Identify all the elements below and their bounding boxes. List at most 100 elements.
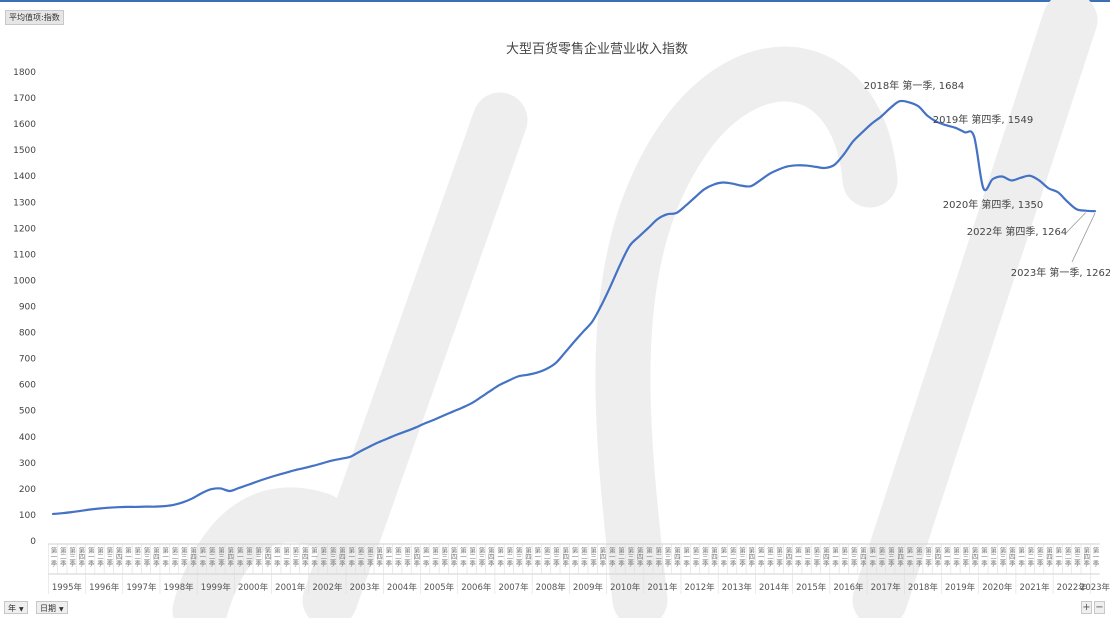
x-year-label: 2017年 <box>871 582 902 593</box>
x-tick-label: 第四季 <box>672 546 680 568</box>
x-tick-label: 第一季 <box>421 546 429 568</box>
x-year-label: 2019年 <box>945 582 976 593</box>
x-tick-label: 第四季 <box>337 546 345 568</box>
x-year-label: 2013年 <box>722 582 753 593</box>
collapse-field-button[interactable]: − <box>1094 601 1105 614</box>
x-year-label: 1996年 <box>89 582 120 593</box>
x-tick-label: 第四季 <box>300 546 308 568</box>
x-tick-label: 第一季 <box>756 546 764 568</box>
x-tick-label: 第三季 <box>1072 546 1080 568</box>
x-tick-label: 第三季 <box>179 546 187 568</box>
x-tick-label: 第三季 <box>886 546 894 568</box>
x-tick-label: 第四季 <box>1044 546 1052 568</box>
x-tick-label: 第三季 <box>216 546 224 568</box>
x-tick-label: 第三季 <box>849 546 857 568</box>
y-tick-label: 700 <box>19 355 36 365</box>
x-year-label: 2011年 <box>647 582 678 593</box>
x-tick-label: 第二季 <box>356 546 364 568</box>
x-tick-label: 第四季 <box>226 546 234 568</box>
x-tick-label: 第一季 <box>310 546 318 568</box>
x-tick-label: 第一季 <box>607 546 615 568</box>
x-tick-label: 第三季 <box>626 546 634 568</box>
x-tick-label: 第一季 <box>793 546 801 568</box>
x-tick-label: 第三季 <box>551 546 559 568</box>
x-year-label: 2012年 <box>685 582 716 593</box>
x-tick-label: 第一季 <box>384 546 392 568</box>
x-tick-label: 第四季 <box>375 546 383 568</box>
x-tick-label: 第一季 <box>533 546 541 568</box>
y-tick-label: 1600 <box>13 120 36 130</box>
x-tick-label: 第一季 <box>942 546 950 568</box>
x-year-label: 2002年 <box>312 582 343 593</box>
x-tick-label: 第一季 <box>831 546 839 568</box>
y-tick-label: 1200 <box>13 224 36 234</box>
x-tick-label: 第四季 <box>151 546 159 568</box>
y-tick-label: 900 <box>19 303 36 313</box>
x-tick-label: 第四季 <box>523 546 531 568</box>
x-tick-label: 第四季 <box>114 546 122 568</box>
x-tick-label: 第二季 <box>282 546 290 568</box>
x-tick-label: 第三季 <box>998 546 1006 568</box>
x-tick-label: 第四季 <box>784 546 792 568</box>
x-tick-label: 第四季 <box>77 546 85 568</box>
year-field-label: 年 <box>8 604 16 613</box>
x-tick-label: 第二季 <box>393 546 401 568</box>
value-field-button[interactable]: 平均值项:指数 <box>5 10 64 25</box>
x-tick-label: 第一季 <box>86 546 94 568</box>
x-tick-label: 第二季 <box>914 546 922 568</box>
x-tick-label: 第三季 <box>700 546 708 568</box>
x-tick-label: 第二季 <box>989 546 997 568</box>
data-label: 2019年 第四季, 1549 <box>933 113 1033 126</box>
x-tick-label: 第二季 <box>542 546 550 568</box>
x-tick-label: 第二季 <box>505 546 513 568</box>
x-year-label: 1995年 <box>52 582 83 593</box>
x-year-label: 2009年 <box>573 582 604 593</box>
x-tick-label: 第三季 <box>105 546 113 568</box>
x-tick-label: 第三季 <box>589 546 597 568</box>
x-year-label: 2004年 <box>387 582 418 593</box>
chevron-down-icon: ▼ <box>19 606 24 613</box>
x-tick-label: 第三季 <box>812 546 820 568</box>
y-tick-label: 500 <box>19 407 36 417</box>
x-tick-label: 第三季 <box>142 546 150 568</box>
x-tick-label: 第二季 <box>654 546 662 568</box>
x-tick-label: 第三季 <box>440 546 448 568</box>
date-field-button[interactable]: 日期 ▼ <box>36 601 68 614</box>
x-tick-label: 第四季 <box>486 546 494 568</box>
chevron-down-icon: ▼ <box>59 606 64 613</box>
y-tick-label: 1000 <box>13 276 36 286</box>
x-tick-label: 第四季 <box>189 546 197 568</box>
x-tick-label: 第四季 <box>747 546 755 568</box>
y-tick-label: 100 <box>19 511 36 521</box>
x-tick-label: 第一季 <box>1017 546 1025 568</box>
x-year-label: 1997年 <box>126 582 157 593</box>
y-tick-label: 600 <box>19 381 36 391</box>
x-tick-label: 第二季 <box>617 546 625 568</box>
data-label: 2023年 第一季, 1262 <box>1011 266 1110 279</box>
x-tick-label: 第一季 <box>868 546 876 568</box>
x-tick-label: 第一季 <box>235 546 243 568</box>
x-year-label: 2018年 <box>908 582 939 593</box>
y-tick-label: 1800 <box>13 68 36 78</box>
x-tick-label: 第二季 <box>96 546 104 568</box>
expand-field-button[interactable]: + <box>1081 601 1092 614</box>
y-tick-label: 200 <box>19 485 36 495</box>
x-tick-label: 第四季 <box>449 546 457 568</box>
x-year-label: 1999年 <box>201 582 232 593</box>
y-tick-label: 800 <box>19 329 36 339</box>
year-field-button[interactable]: 年 ▼ <box>4 601 28 614</box>
data-label: 2018年 第一季, 1684 <box>864 79 964 92</box>
x-tick-label: 第三季 <box>403 546 411 568</box>
y-axis: 0 100 200 300 400 500 600 700 800 900 1000 1100 1200… <box>13 68 36 547</box>
x-year-label: 2003年 <box>350 582 381 593</box>
y-tick-label: 1700 <box>13 94 36 104</box>
x-year-label: 2010年 <box>610 582 641 593</box>
x-tick-label: 第四季 <box>858 546 866 568</box>
date-field-label: 日期 <box>40 604 56 613</box>
x-tick-label: 第二季 <box>803 546 811 568</box>
x-year-label: 2001年 <box>275 582 306 593</box>
x-year-label: 2000年 <box>238 582 269 593</box>
y-tick-label: 300 <box>19 459 36 469</box>
